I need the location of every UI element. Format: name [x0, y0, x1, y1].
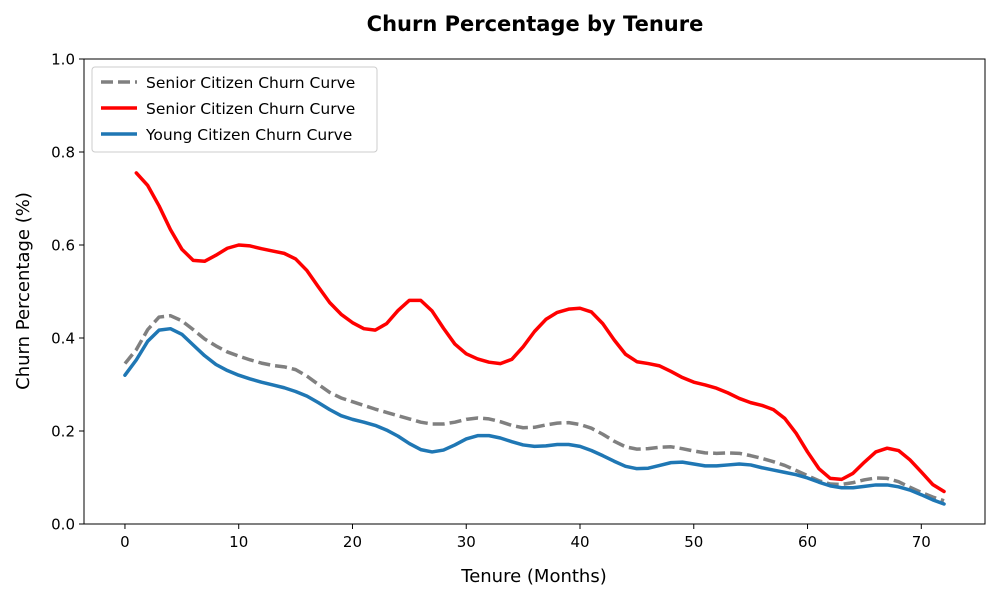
y-tick-label: 0.4	[51, 330, 75, 348]
y-tick-label: 0.6	[51, 237, 75, 255]
x-axis-ticks: 0 10 20 30 40 50 60 70	[120, 524, 931, 551]
plot-lines	[123, 171, 946, 506]
x-axis-label: Tenure (Months)	[460, 566, 606, 587]
x-tick-label: 40	[570, 533, 589, 551]
legend-box	[91, 66, 378, 153]
legend-entry-label: Senior Citizen Churn Curve	[146, 100, 355, 118]
plot-frame	[83, 58, 986, 525]
y-tick-label: 0.2	[51, 423, 75, 441]
legend-entry-label: Young Citizen Churn Curve	[145, 126, 352, 144]
y-tick-label: 1.0	[51, 51, 75, 69]
x-tick-label: 60	[798, 533, 817, 551]
y-tick-label: 0.8	[51, 144, 75, 162]
x-tick-label: 0	[120, 533, 130, 551]
x-tick-label: 50	[684, 533, 703, 551]
legend: Senior Citizen Churn Curve Senior Citizen…	[91, 66, 378, 153]
x-tick-label: 30	[457, 533, 476, 551]
y-axis-ticks: 0.0 0.2 0.4 0.6 0.8 1.0	[51, 51, 84, 534]
x-tick-label: 70	[912, 533, 931, 551]
legend-entry-label: Senior Citizen Churn Curve	[146, 74, 355, 92]
series-line-3-young-citizen-churn-curve	[123, 326, 946, 506]
y-tick-label: 0.0	[51, 516, 75, 534]
chart-title: Churn Percentage by Tenure	[367, 12, 704, 36]
series-line-2-senior-citizen-churn-curve	[134, 171, 946, 494]
x-tick-label: 10	[229, 533, 248, 551]
series-line-1-senior-citizen-churn-curve	[123, 313, 945, 503]
y-axis-label: Churn Percentage (%)	[13, 192, 34, 390]
x-tick-label: 20	[343, 533, 362, 551]
